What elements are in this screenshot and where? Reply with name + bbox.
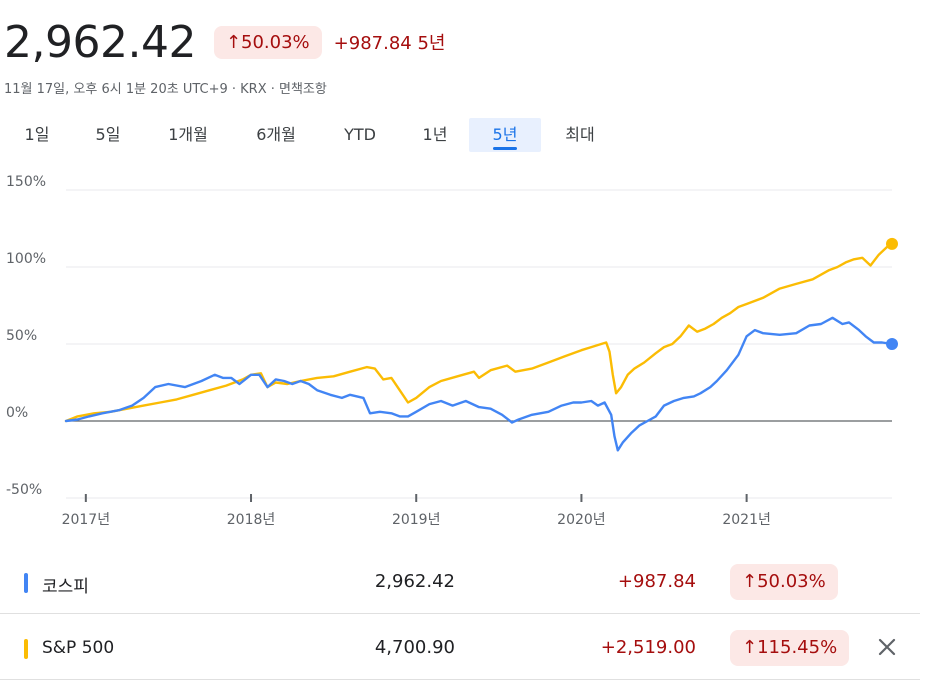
- current-price: 2,962.42: [4, 16, 196, 68]
- legend-change: +2,519.00: [600, 637, 696, 658]
- x-tick-label: 2020년: [557, 512, 606, 528]
- chart-series: [64, 237, 898, 452]
- x-tick-label: 2018년: [227, 512, 276, 528]
- legend-name: S&P 500: [42, 638, 115, 658]
- tab-5d[interactable]: 5일: [95, 125, 121, 144]
- tab-ytd[interactable]: YTD: [344, 125, 376, 144]
- close-icon[interactable]: [872, 632, 902, 662]
- tab-1y[interactable]: 1년: [422, 125, 448, 144]
- tab-5y[interactable]: 5년: [469, 118, 541, 152]
- tab-1d[interactable]: 1일: [24, 125, 50, 144]
- x-tick-label: 2019년: [392, 512, 441, 528]
- x-tick-label: 2017년: [62, 512, 111, 528]
- tab-max[interactable]: 최대: [565, 125, 595, 144]
- comparison-chart: 150%100%50%0%-50% 2017년 2018년 2019년 2020년 20…: [6, 174, 898, 528]
- legend-name: 코스피: [42, 577, 89, 597]
- legend-percent-badge: ↑115.45%: [730, 630, 850, 666]
- y-tick-label: 100%: [6, 251, 46, 267]
- x-tick-label: 2021년: [722, 512, 771, 528]
- y-tick-label: 50%: [6, 328, 37, 344]
- y-tick-label: 150%: [6, 174, 46, 190]
- kospi-color-swatch: [24, 573, 28, 593]
- sp500-line: [64, 242, 894, 423]
- legend-value: 2,962.42: [374, 571, 455, 592]
- chart-grid: 150% 100% 50% 0% -50%: [6, 174, 892, 499]
- legend-row-sp500[interactable]: S&P 500 4,700.90 +2,519.00 ↑115.45%: [0, 618, 920, 680]
- timestamp-disclaimer: 11월 17일, 오후 6시 1분 20초 UTC+9 · KRX · 면책조항: [4, 82, 327, 97]
- kospi-line: [64, 316, 894, 452]
- y-tick-label: -50%: [6, 482, 42, 498]
- absolute-change: +987.84 5년: [333, 33, 446, 54]
- time-range-tabs: 1일 5일 1개월 6개월 YTD 1년 5년 최대: [0, 118, 640, 154]
- legend-value: 4,700.90: [374, 637, 455, 658]
- quote-header: 2,962.42 ↑50.03% +987.84 5년: [4, 14, 445, 70]
- sp500-endpoint: [886, 237, 898, 250]
- legend-row-kospi[interactable]: 코스피 2,962.42 +987.84 ↑50.03%: [0, 552, 920, 614]
- tab-1m[interactable]: 1개월: [168, 125, 208, 144]
- percent-change-badge: ↑50.03%: [213, 25, 322, 59]
- x-axis: 2017년 2018년 2019년 2020년 2021년: [62, 494, 771, 528]
- sp500-color-swatch: [24, 639, 28, 659]
- y-tick-label: 0%: [6, 405, 28, 421]
- kospi-endpoint: [886, 338, 898, 350]
- legend-percent-badge: ↑50.03%: [730, 564, 838, 600]
- tab-6m[interactable]: 6개월: [256, 125, 296, 144]
- legend-change: +987.84: [617, 571, 696, 592]
